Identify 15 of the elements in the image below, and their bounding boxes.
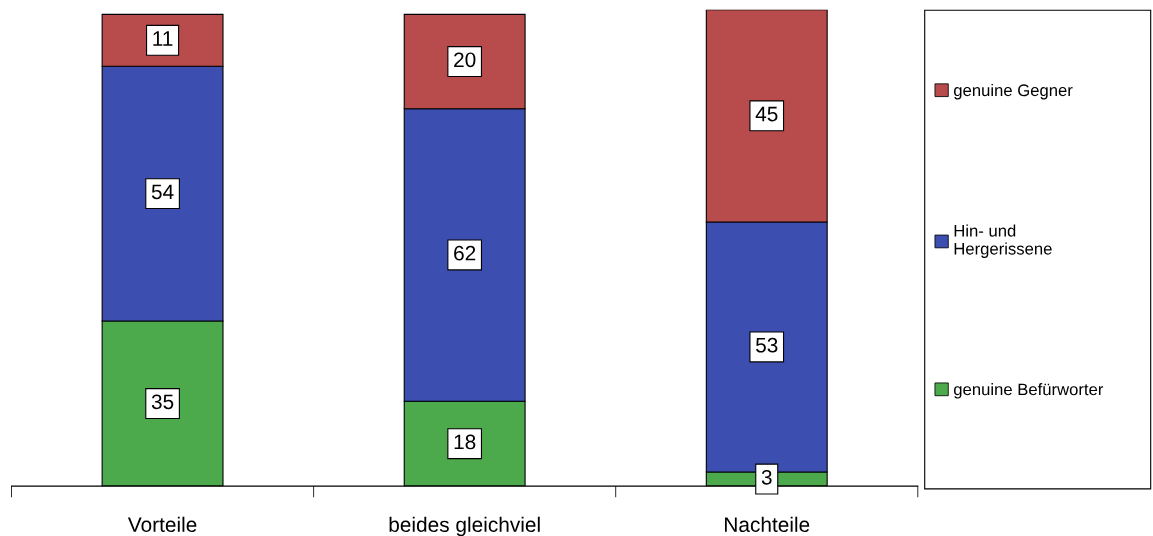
legend-label: genuine Gegner <box>953 83 1073 100</box>
data-label: 62 <box>454 245 476 261</box>
legend-label: Hin- und Hergerissene <box>954 224 1052 258</box>
data-label: 18 <box>454 434 476 450</box>
legend-label: genuine Befürworter <box>953 383 1104 399</box>
data-label: 54 <box>151 184 174 200</box>
x-tick-label: beides gleichviel <box>389 516 540 536</box>
data-label: 45 <box>755 106 778 122</box>
data-label: 53 <box>755 337 778 353</box>
data-label: 20 <box>454 52 476 68</box>
data-label: 11 <box>153 31 173 46</box>
data-label: 35 <box>151 394 174 410</box>
x-tick-label: Nachteile <box>725 516 810 533</box>
data-label: 3 <box>761 469 772 485</box>
x-tick-label: Vorteile <box>127 516 197 533</box>
